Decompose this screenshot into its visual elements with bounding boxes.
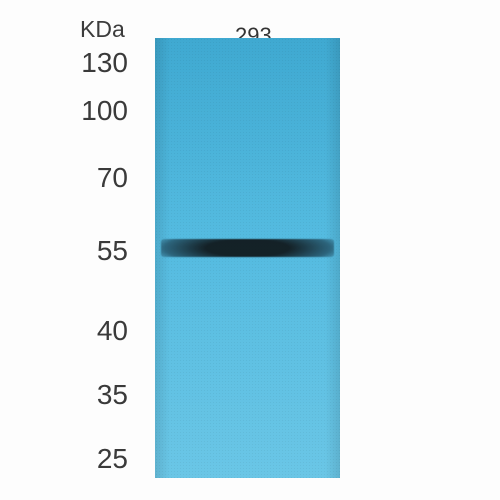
mw-marker: 100 bbox=[0, 95, 128, 127]
mw-marker: 55 bbox=[0, 235, 128, 267]
lane-grain bbox=[155, 38, 340, 478]
mw-marker: 25 bbox=[0, 443, 128, 475]
lane-membrane-background bbox=[155, 38, 340, 478]
mw-marker: 40 bbox=[0, 315, 128, 347]
mw-marker: 130 bbox=[0, 47, 128, 79]
mw-marker: 70 bbox=[0, 162, 128, 194]
mw-marker: 35 bbox=[0, 379, 128, 411]
western-blot-figure: KDa 293 1301007055403525 bbox=[0, 0, 500, 500]
protein-band bbox=[161, 239, 334, 257]
blot-lane bbox=[155, 38, 340, 478]
unit-label: KDa bbox=[80, 16, 125, 43]
